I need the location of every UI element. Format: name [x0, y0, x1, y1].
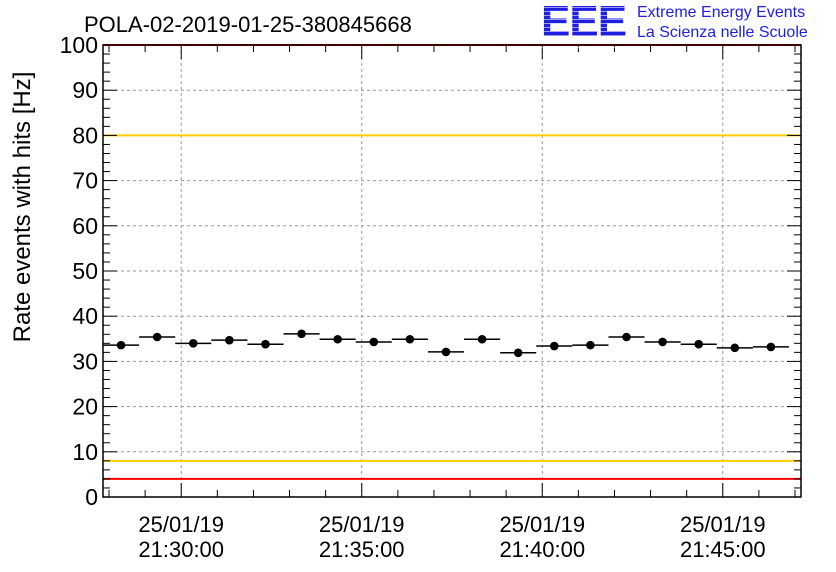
- y-tick-label: 40: [72, 303, 98, 329]
- data-point: [766, 342, 776, 352]
- data-point: [622, 332, 631, 342]
- x-tick-labels: 25/01/1921:30:0025/01/1921:35:0025/01/19…: [138, 512, 765, 562]
- y-axis-label: Rate events with hits [Hz]: [9, 72, 36, 343]
- data-point: [405, 334, 415, 344]
- x-tick-time: 21:45:00: [680, 537, 766, 562]
- grid-lines: [103, 45, 801, 497]
- chart-title: POLA-02-2019-01-25-380845668: [84, 12, 412, 37]
- y-tick-label: 30: [72, 348, 98, 374]
- x-tick-time: 21:35:00: [319, 537, 405, 562]
- x-tick-date: 25/01/19: [319, 512, 405, 537]
- x-tick-date: 25/01/19: [680, 512, 766, 537]
- data-point: [188, 339, 198, 348]
- reference-lines: [103, 44, 801, 480]
- logo-text-line2: La Scienza nelle Scuole: [637, 24, 808, 41]
- data-point: [477, 334, 487, 344]
- data-point: [152, 332, 162, 342]
- data-point: [730, 343, 740, 353]
- y-tick-labels: 0 10 20 30 40 50 60 70 80 90 100: [60, 32, 98, 510]
- data-point: [549, 341, 559, 351]
- y-tick-label: 0: [85, 484, 98, 510]
- x-tick-time: 21:30:00: [138, 537, 224, 562]
- y-tick-label: 20: [72, 394, 98, 420]
- y-tick-label: 50: [72, 258, 98, 284]
- y-tick-label: 10: [72, 439, 98, 465]
- data-points: [103, 329, 789, 358]
- data-point: [658, 337, 667, 347]
- data-point: [297, 329, 306, 339]
- y-tick-label: 60: [72, 213, 98, 239]
- x-tick-time: 21:40:00: [499, 537, 585, 562]
- x-tick-date: 25/01/19: [138, 512, 224, 537]
- data-point: [694, 339, 704, 349]
- data-point: [261, 339, 270, 349]
- y-tick-label: 70: [72, 168, 98, 194]
- data-point: [225, 335, 234, 345]
- y-tick-label: 100: [60, 32, 98, 58]
- data-point: [333, 334, 342, 344]
- logo-text-line1: Extreme Energy Events: [637, 4, 806, 21]
- plot-frame: [102, 44, 802, 498]
- data-point: [441, 347, 451, 357]
- data-point: [116, 340, 126, 350]
- eee-logo-mark: EEE: [541, 0, 627, 48]
- y-tick-label: 80: [72, 122, 98, 148]
- data-point: [586, 340, 595, 350]
- x-tick-date: 25/01/19: [499, 512, 585, 537]
- data-point: [369, 337, 379, 347]
- eee-logo: EEE Extreme Energy Events La Scienza nel…: [541, 0, 831, 48]
- data-point: [513, 348, 523, 358]
- y-tick-label: 90: [72, 77, 98, 103]
